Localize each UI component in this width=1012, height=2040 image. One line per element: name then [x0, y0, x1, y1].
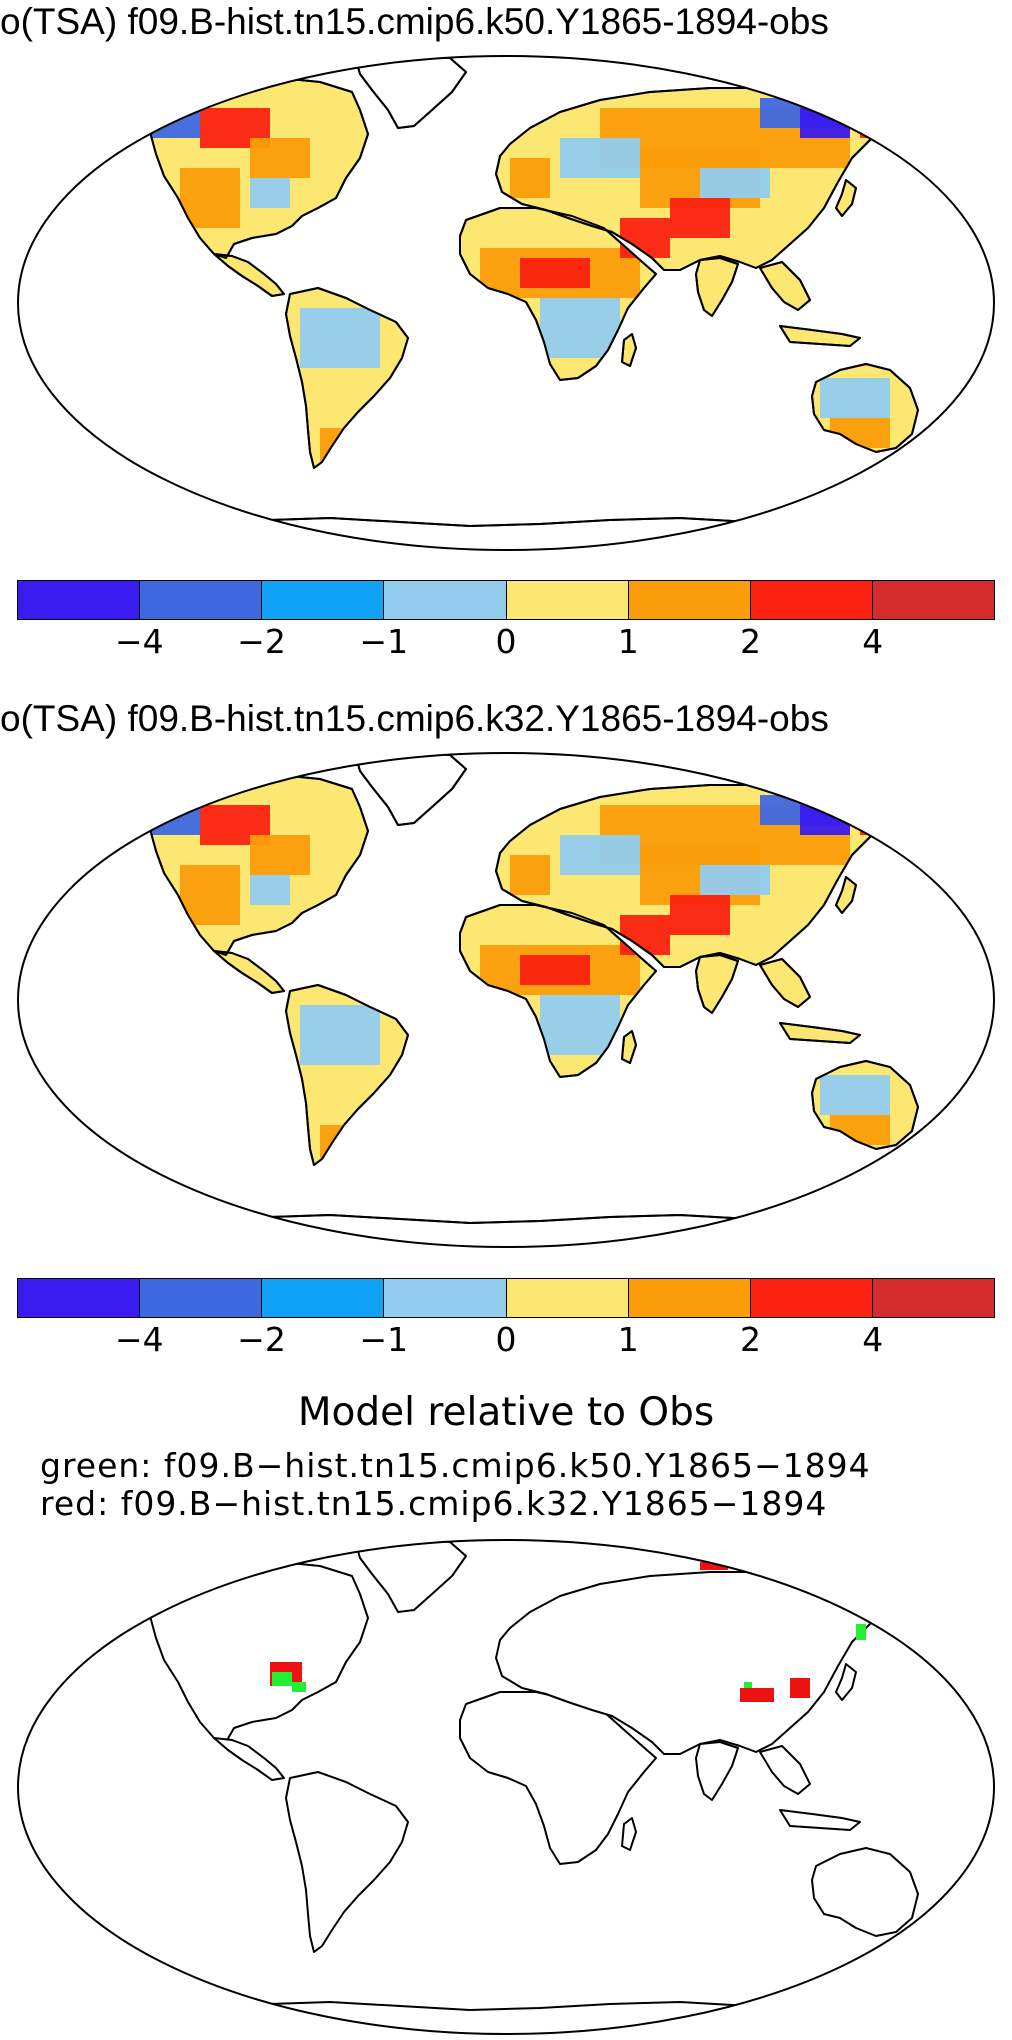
panel-1-colorbar-labels: −4 −2 −1 0 1 2 4: [17, 622, 995, 662]
map-border: [17, 1539, 995, 2035]
red-model-patch: [740, 1688, 774, 1702]
colorbar-swatch-5: [628, 581, 751, 619]
comparison-map: [17, 1539, 995, 2035]
colorbar-tick-label: 0: [495, 1320, 517, 1359]
colorbar-swatch-0: [18, 581, 141, 619]
green-model-patch: [744, 1682, 752, 1688]
anomaly-patch: [700, 865, 770, 895]
colorbar-tick-label: 2: [740, 622, 761, 661]
colorbar-tick-label: 4: [862, 622, 884, 661]
green-model-patch: [292, 1682, 306, 1692]
map-border: [17, 752, 995, 1248]
colorbar-tick-label: −2: [237, 1320, 286, 1359]
anomaly-patch: [820, 378, 890, 418]
landmass-antarctica: [199, 2001, 841, 2034]
green-model-patch: [856, 1624, 866, 1640]
anomaly-patch: [250, 875, 290, 905]
anomaly-patch: [300, 1005, 380, 1065]
anomaly-patch: [520, 955, 590, 985]
colorbar-swatch-1: [140, 1279, 263, 1317]
anomaly-patch: [510, 855, 550, 895]
colorbar-swatch-6: [750, 1279, 873, 1317]
anomaly-patch: [150, 805, 200, 835]
landmass-seasia: [759, 1745, 811, 1795]
anomaly-patch: [620, 915, 670, 955]
landmass-camerica: [213, 1737, 285, 1781]
panel-2-colorbar: [17, 1278, 995, 1318]
panel-2-colorbar-labels: −4 −2 −1 0 1 2 4: [17, 1320, 995, 1360]
panel-1-map: [17, 55, 995, 551]
landmass-australia: [811, 1847, 919, 1937]
panel-2-map: [17, 752, 995, 1248]
landmass-camerica: [213, 950, 285, 994]
colorbar-swatch-2: [262, 1279, 385, 1317]
anomaly-patch: [300, 308, 380, 368]
colorbar-swatch-7: [872, 581, 994, 619]
colorbar-tick-label: −1: [359, 1320, 409, 1359]
landmass-madagascar: [621, 1817, 637, 1851]
landmass-antarctica: [199, 1214, 841, 1247]
panel-2-title: o(TSA) f09.B-hist.tn15.cmip6.k32.Y1865-1…: [0, 698, 829, 739]
anomaly-patch: [670, 198, 730, 238]
colorbar-tick-label: 1: [617, 1320, 639, 1359]
anomaly-patch: [520, 258, 590, 288]
map-border: [17, 55, 995, 551]
anomaly-patch: [560, 835, 640, 875]
anomaly-patch: [620, 218, 670, 258]
green-model-patch: [272, 1672, 292, 1686]
anomaly-patch: [320, 428, 350, 468]
anomaly-patch: [540, 995, 620, 1055]
colorbar-swatch-3: [384, 1279, 507, 1317]
anomaly-patch: [820, 1075, 890, 1115]
anomaly-patch: [250, 138, 310, 178]
landmass-eurasia: [495, 1571, 889, 1755]
anomaly-patch: [700, 168, 770, 198]
colorbar-swatch-7: [872, 1279, 994, 1317]
red-series-label: red: f09.B−hist.tn15.cmip6.k32.Y1865−189…: [40, 1484, 828, 1523]
anomaly-patch: [250, 835, 310, 875]
colorbar-tick-label: 2: [740, 1320, 761, 1359]
anomaly-patch: [180, 865, 240, 925]
colorbar-swatch-0: [18, 1279, 141, 1317]
anomaly-patch: [670, 895, 730, 935]
colorbar-swatch-5: [628, 1279, 751, 1317]
green-series-label: green: f09.B−hist.tn15.cmip6.k50.Y1865−1…: [40, 1446, 871, 1485]
anomaly-patch: [510, 158, 550, 198]
comparison-heading: Model relative to Obs: [297, 1390, 715, 1435]
landmass-indonesia: [779, 1809, 861, 1831]
anomaly-patch: [180, 168, 240, 228]
panel-1-title: o(TSA) f09.B-hist.tn15.cmip6.k50.Y1865-1…: [0, 1, 829, 42]
colorbar-tick-label: 4: [862, 1320, 884, 1359]
colorbar-tick-label: −1: [359, 622, 409, 661]
landmass-india: [695, 1741, 739, 1801]
colorbar-tick-label: −4: [114, 622, 164, 661]
colorbar-tick-label: −2: [237, 622, 286, 661]
landmass-samerica: [285, 1771, 409, 1953]
landmass-antarctica: [199, 517, 841, 550]
red-model-patch: [700, 1562, 728, 1570]
colorbar-swatch-3: [384, 581, 507, 619]
anomaly-patch: [540, 298, 620, 358]
colorbar-swatch-6: [750, 581, 873, 619]
anomaly-patch: [560, 138, 640, 178]
colorbar-swatch-2: [262, 581, 385, 619]
colorbar-tick-label: 0: [495, 622, 517, 661]
anomaly-patch: [250, 178, 290, 208]
landmass-namerica: [145, 1557, 369, 1743]
colorbar-tick-label: −4: [114, 1320, 164, 1359]
colorbar-swatch-1: [140, 581, 263, 619]
panel-1-colorbar: [17, 580, 995, 620]
red-model-patch: [790, 1678, 810, 1698]
colorbar-tick-label: 1: [617, 622, 639, 661]
landmass-japan: [835, 1663, 857, 1701]
colorbar-swatch-4: [506, 581, 629, 619]
colorbar-swatch-4: [506, 1279, 629, 1317]
landmass-camerica: [213, 253, 285, 297]
anomaly-patch: [150, 108, 200, 138]
anomaly-patch: [320, 1125, 350, 1165]
